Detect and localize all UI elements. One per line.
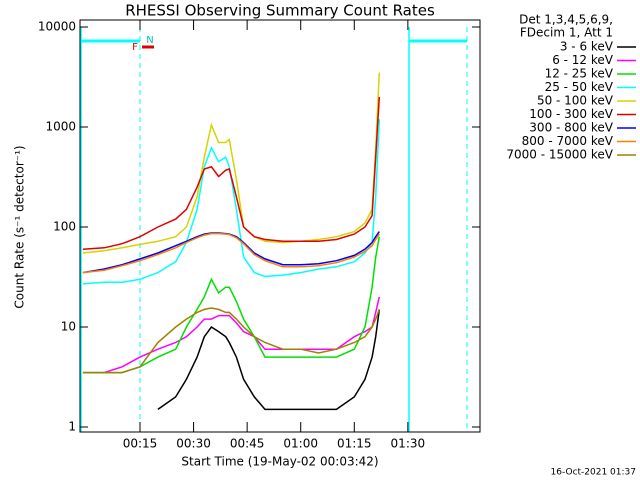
x-tick-label: 00:45 <box>230 437 265 451</box>
series-line <box>82 307 381 374</box>
legend-label: 50 - 100 keV <box>537 94 614 108</box>
x-tick-label: 00:15 <box>123 437 158 451</box>
x-tick-label: 01:00 <box>283 437 318 451</box>
series-line <box>82 236 381 374</box>
series-line <box>82 96 381 250</box>
y-tick-label: 1 <box>68 420 76 434</box>
legend-label: 7000 - 15000 keV <box>506 148 613 162</box>
x-axis-label: Start Time (19-May-02 00:03:42) <box>181 455 378 469</box>
legend-label: 25 - 50 keV <box>545 80 614 94</box>
y-axis-label: Count Rate (s⁻¹ detector⁻¹) <box>13 145 27 308</box>
y-tick-label: 10000 <box>38 20 76 34</box>
y-tick-label: 100 <box>53 220 76 234</box>
chart-title: RHESSI Observing Summary Count Rates <box>125 2 435 20</box>
flare-flag: F <box>132 42 138 53</box>
series-line <box>82 296 381 374</box>
legend-label: 12 - 25 keV <box>545 67 614 81</box>
x-tick-label: 01:30 <box>391 437 426 451</box>
x-tick-label: 00:30 <box>176 437 211 451</box>
legend-label: 300 - 800 keV <box>529 121 613 135</box>
timestamp: 16-Oct-2021 01:37 <box>551 468 636 478</box>
series-line <box>82 232 380 274</box>
series-line <box>82 119 381 285</box>
legend-title: Det 1,3,4,5,6,9, <box>519 13 613 27</box>
y-tick-label: 10 <box>61 320 76 334</box>
legend-label: 3 - 6 keV <box>560 40 614 54</box>
flags: F N <box>80 27 468 432</box>
x-tick-label: 01:15 <box>337 437 372 451</box>
series-line <box>82 72 381 254</box>
legend-title: FDecim 1, Att 1 <box>520 26 613 40</box>
legend-label: 6 - 12 keV <box>552 53 614 67</box>
y-tick-label: 1000 <box>45 120 76 134</box>
legend-label: 100 - 300 keV <box>529 107 613 121</box>
night-flag: N <box>146 35 153 46</box>
plot-frame <box>79 19 481 433</box>
legend-label: 800 - 7000 keV <box>522 134 614 148</box>
series-line <box>157 309 381 411</box>
